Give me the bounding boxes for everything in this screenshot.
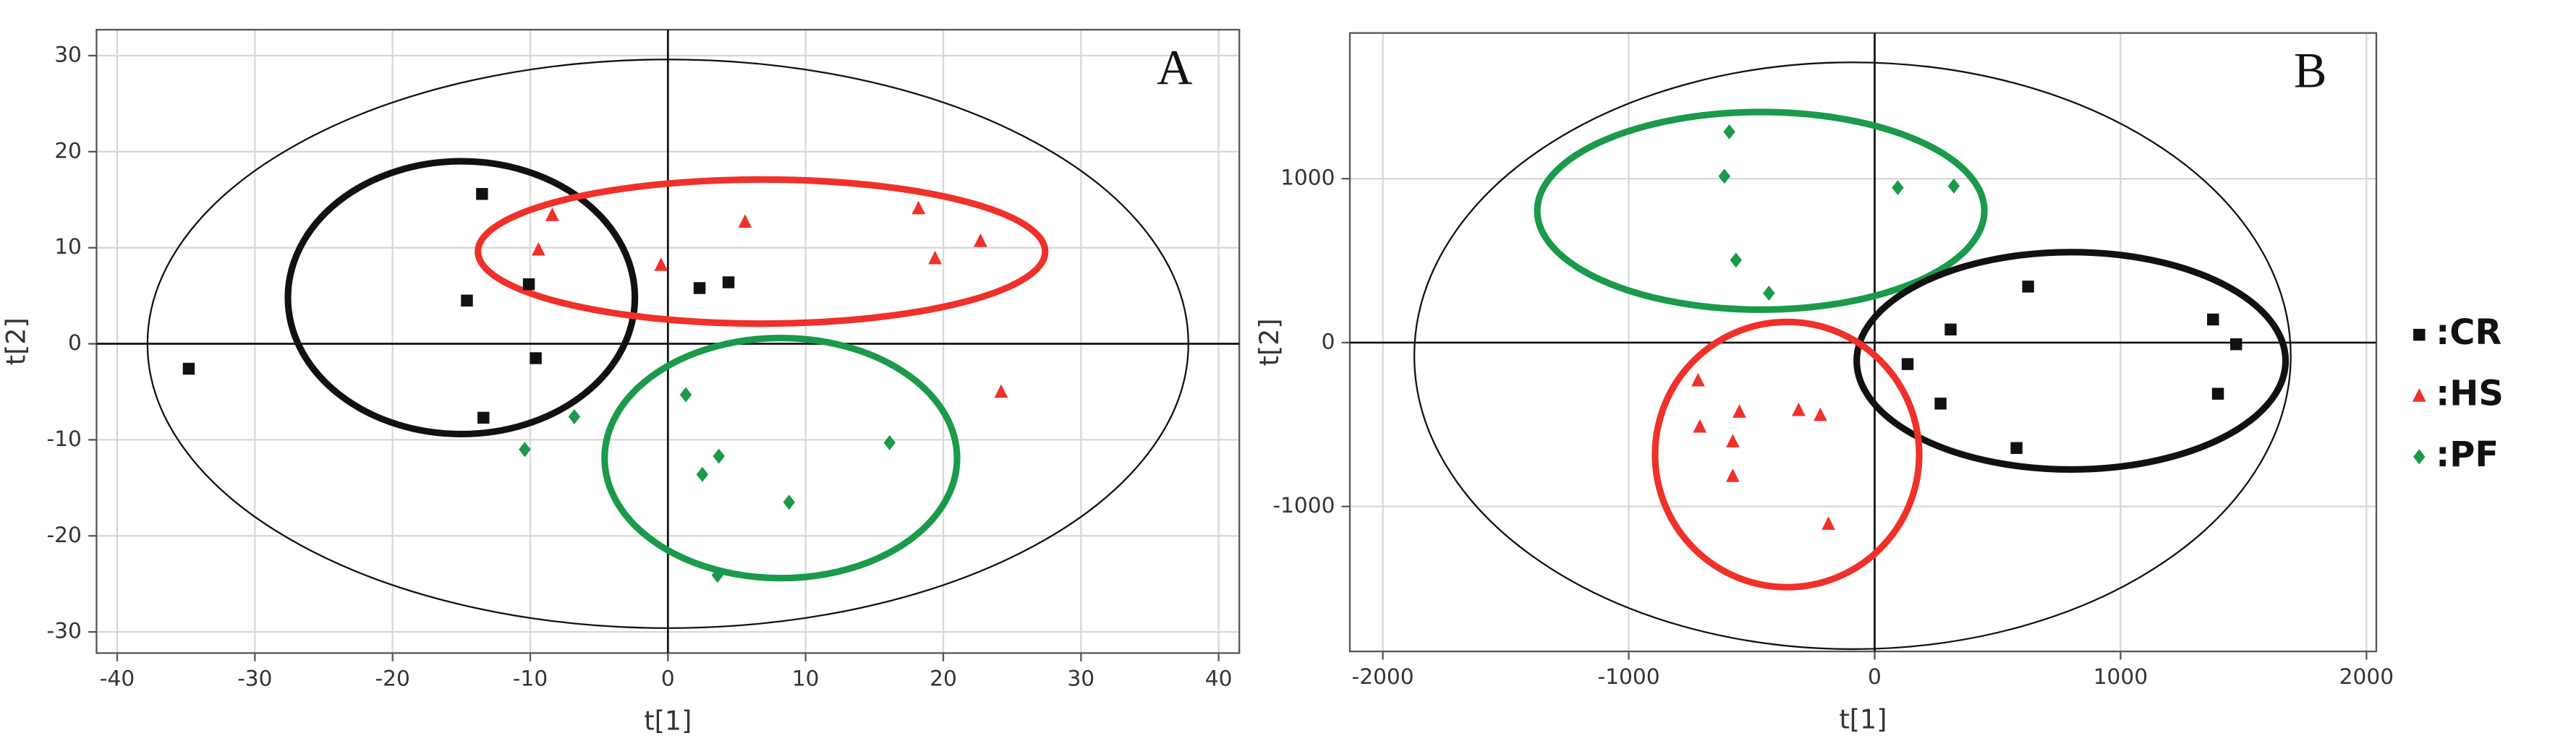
marker-square	[2010, 442, 2023, 454]
confidence-ellipse	[475, 176, 1049, 327]
x-axis-label: t[1]	[644, 706, 692, 737]
marker-triangle	[1822, 516, 1835, 530]
marker-diamond	[1947, 178, 1960, 194]
confidence-ellipse	[1652, 318, 1923, 591]
marker-square	[693, 282, 706, 294]
marker-diamond	[711, 567, 724, 583]
x-tick-label: -30	[237, 665, 272, 690]
marker-triangle	[654, 257, 668, 271]
marker-square	[477, 411, 490, 424]
marker-diamond	[783, 494, 796, 510]
panel-label: B	[2294, 43, 2327, 98]
marker-square	[1901, 358, 1914, 370]
marker-square	[530, 352, 542, 364]
x-tick-label: -20	[375, 665, 409, 690]
y-tick-label: 0	[68, 330, 82, 355]
marker-triangle	[1691, 372, 1705, 387]
marker-diamond	[696, 466, 709, 482]
marker-triangle	[738, 214, 752, 228]
x-tick-label: -40	[100, 665, 135, 690]
marker-diamond	[883, 434, 896, 450]
marker-triangle	[1693, 419, 1707, 433]
legend-label: :HS	[2436, 374, 2504, 414]
marker-triangle	[1725, 434, 1740, 447]
marker-triangle	[1792, 402, 1806, 416]
marker-triangle	[928, 250, 942, 265]
marker-square	[2413, 328, 2426, 341]
x-tick-label: 1000	[2093, 664, 2148, 689]
y-tick-label: -20	[46, 522, 81, 547]
marker-square	[522, 278, 535, 291]
marker-square	[1944, 323, 1957, 336]
y-tick-label: 30	[54, 41, 82, 67]
marker-square	[476, 188, 488, 200]
y-tick-label: 1000	[1280, 165, 1335, 190]
marker-square	[2207, 313, 2219, 326]
marker-square	[1934, 398, 1947, 410]
legend-label: :PF	[2436, 435, 2499, 475]
y-tick-label: 20	[54, 137, 82, 163]
x-tick-label: 2000	[2339, 664, 2394, 689]
marker-triangle	[1733, 404, 1746, 418]
marker-square	[461, 294, 473, 307]
marker-square	[182, 362, 195, 375]
y-tick-label: -10	[46, 426, 81, 451]
marker-diamond	[1723, 124, 1735, 140]
marker-diamond	[1730, 252, 1742, 268]
marker-diamond	[519, 442, 531, 458]
marker-diamond	[679, 387, 692, 403]
x-tick-label: 30	[1067, 665, 1094, 690]
confidence-ellipse	[1853, 249, 2290, 473]
x-tick-label: 10	[792, 665, 820, 690]
y-tick-label: -1000	[1272, 492, 1335, 518]
marker-triangle	[532, 241, 545, 256]
marker-triangle	[545, 207, 559, 221]
confidence-ellipse	[1413, 61, 2292, 651]
confidence-ellipse	[284, 158, 639, 438]
marker-triangle	[2412, 388, 2426, 402]
x-tick-label: 20	[930, 665, 957, 690]
confidence-ellipse	[601, 335, 961, 582]
x-tick-label: -2000	[1352, 664, 1414, 689]
marker-triangle	[911, 200, 926, 215]
y-tick-label: -30	[46, 618, 81, 643]
y-axis-label: t[2]	[1254, 318, 1285, 366]
marker-diamond	[713, 448, 725, 464]
marker-square	[2229, 338, 2243, 351]
marker-diamond	[2413, 449, 2426, 465]
x-tick-label: 0	[661, 665, 675, 690]
marker-square	[2022, 280, 2034, 293]
y-tick-label: 0	[1322, 328, 1335, 354]
x-tick-label: -10	[513, 665, 548, 690]
x-tick-label: 40	[1205, 665, 1233, 690]
marker-diamond	[1763, 285, 1775, 301]
x-tick-label: 0	[1868, 664, 1882, 689]
marker-diamond	[1892, 180, 1904, 196]
x-tick-label: -1000	[1597, 664, 1659, 689]
confidence-ellipse	[146, 59, 1189, 629]
panel-label: A	[1157, 40, 1192, 95]
marker-diamond	[1718, 168, 1730, 184]
marker-triangle	[1725, 468, 1740, 482]
marker-square	[2211, 387, 2224, 400]
y-axis-label: t[2]	[0, 317, 31, 365]
marker-triangle	[994, 384, 1008, 398]
marker-triangle	[1814, 407, 1827, 421]
x-axis-label: t[1]	[1840, 703, 1887, 734]
marker-diamond	[568, 409, 581, 425]
confidence-ellipse	[1534, 108, 1988, 313]
y-tick-label: 10	[54, 234, 82, 259]
marker-triangle	[974, 233, 987, 247]
legend-label: :CR	[2436, 313, 2501, 353]
marker-square	[722, 276, 735, 288]
